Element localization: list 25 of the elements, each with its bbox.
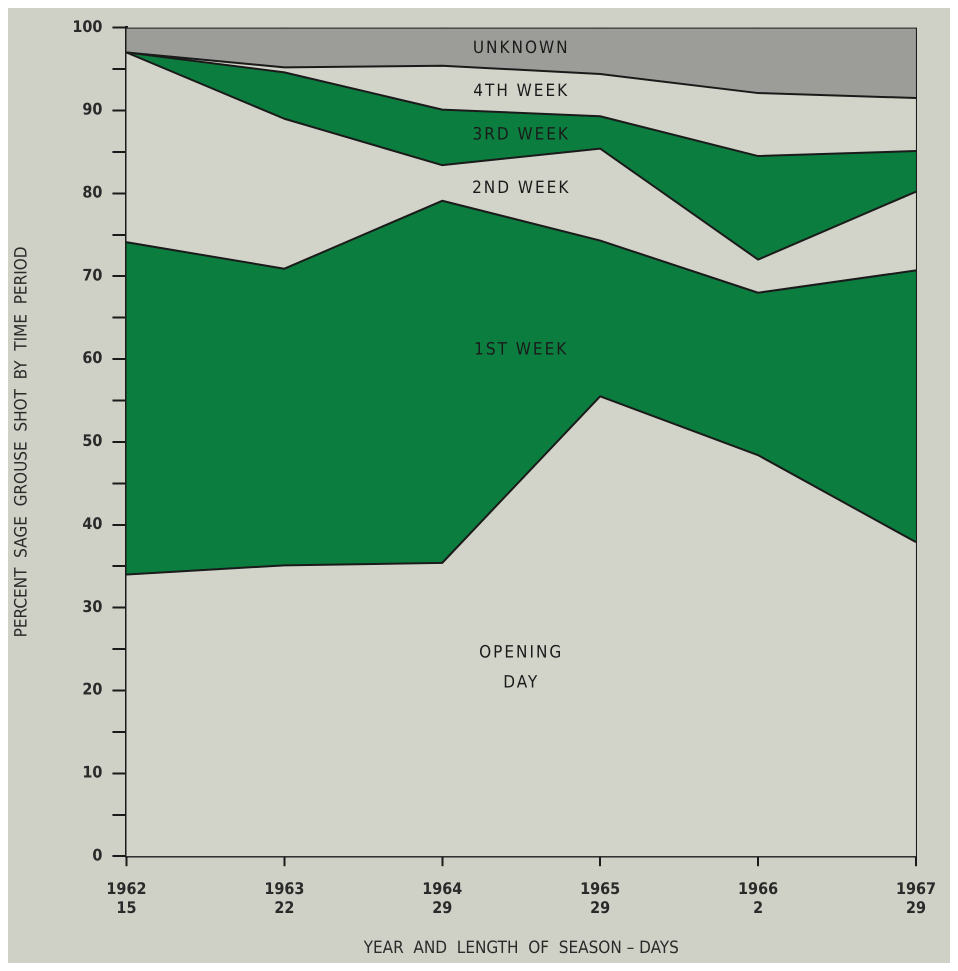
y-tick-label: 20: [82, 680, 102, 699]
y-tick-label: 60: [82, 348, 102, 368]
y-tick-label: 100: [72, 16, 102, 36]
y-tick-label: 10: [82, 762, 102, 782]
x-tick-label: 1966 2: [738, 878, 778, 918]
series-label: 3RD WEEK: [472, 124, 570, 144]
x-tick-label: 1965 29: [580, 878, 620, 918]
x-tick-label: 1967 29: [896, 878, 936, 918]
y-tick-label: 40: [82, 514, 102, 533]
y-tick-label: 80: [82, 182, 102, 202]
y-tick-label: 30: [82, 596, 102, 616]
y-tick-label: 50: [82, 431, 102, 450]
series-label: 1ST WEEK: [474, 340, 568, 360]
y-tick-label: 90: [82, 100, 102, 119]
series-label: OPENING DAY: [479, 642, 564, 692]
series-label: UNKNOWN: [472, 38, 570, 58]
y-tick-label: 0: [92, 845, 102, 864]
series-label: 2ND WEEK: [472, 178, 570, 198]
y-tick-label: 70: [82, 265, 102, 284]
x-tick-label: 1962 15: [106, 878, 146, 918]
x-axis-title: YEAR AND LENGTH OF SEASON – DAYS: [362, 938, 679, 958]
y-axis-title: PERCENT SAGE GROUSE SHOT BY TIME PERIOD: [12, 246, 32, 638]
x-tick-label: 1964 29: [422, 878, 462, 918]
series-label: 4TH WEEK: [473, 80, 570, 101]
x-tick-label: 1963 22: [264, 878, 304, 918]
